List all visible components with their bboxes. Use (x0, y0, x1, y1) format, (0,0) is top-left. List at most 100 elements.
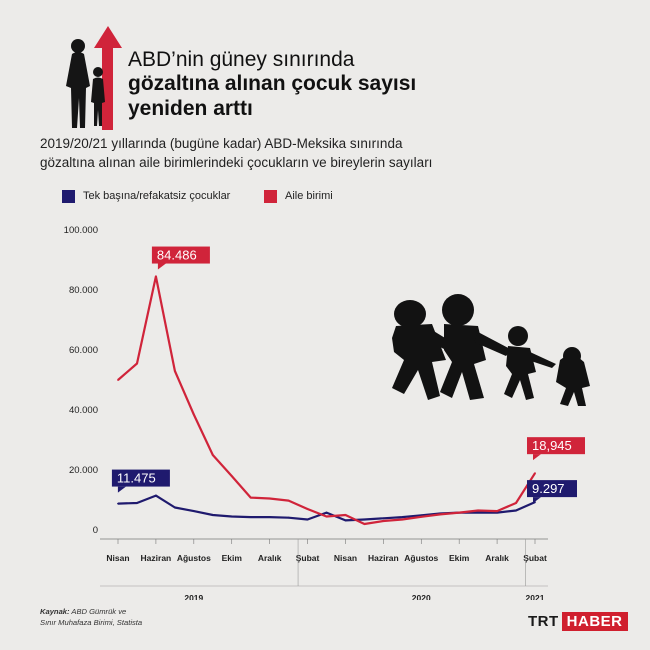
data-label-box (111, 469, 170, 487)
y-tick-label: 0 (93, 525, 98, 536)
x-tick-label: Ağustos (404, 553, 438, 563)
arrow-up-icon (94, 26, 122, 130)
data-point-family (344, 514, 347, 516)
data-label-box (527, 480, 577, 498)
page-title-line2: gözaltına alınan çocuk sayısı (128, 72, 417, 95)
chart-series (117, 275, 536, 526)
data-point-unaccompanied (344, 519, 347, 522)
data-point-unaccompanied (477, 511, 480, 514)
data-label-unaccompanied: 11.475 (111, 469, 170, 493)
data-point-unaccompanied (173, 506, 176, 509)
data-label-text: 18,945 (532, 438, 572, 453)
data-point-family (287, 499, 290, 502)
data-point-unaccompanied (401, 516, 404, 518)
year-label: 2020 (412, 593, 431, 600)
brand-logo: TRT HABER (528, 612, 628, 631)
data-label-text: 11.475 (117, 471, 156, 486)
data-point-family (136, 362, 138, 365)
running-family-silhouette-icon (392, 294, 590, 406)
source-label: Kaynak: (40, 607, 70, 616)
data-point-unaccompanied (211, 514, 214, 516)
data-label-text: 84.486 (157, 248, 197, 263)
data-point-family (117, 379, 119, 381)
data-point-unaccompanied (230, 515, 233, 518)
y-tick-label: 100.000 (64, 225, 98, 236)
source-note: Kaynak: ABD Gümrük ve Sınır Muhafaza Bir… (40, 606, 142, 628)
data-point-family (192, 413, 195, 416)
data-point-unaccompanied (306, 518, 309, 521)
brand-haber: HABER (561, 612, 628, 631)
subtitle-line2: gözaltına alınan aile birimlerindeki çoc… (40, 155, 433, 170)
data-point-family (515, 502, 517, 504)
data-point-unaccompanied (155, 494, 157, 497)
running-child-silhouette-1 (504, 326, 556, 400)
x-tick-label: Ağustos (177, 553, 211, 563)
x-tick-label: Ekim (222, 553, 243, 563)
data-point-family (496, 510, 498, 512)
year-label: 2019 (184, 593, 203, 600)
legend-swatch-family (264, 189, 277, 203)
x-tick-label: Aralık (258, 553, 282, 563)
header-illustration (66, 26, 122, 130)
data-label-family: 84.486 (151, 246, 210, 270)
data-point-family (363, 523, 366, 525)
legend-swatch-unaccompanied (62, 189, 75, 203)
data-point-unaccompanied (363, 518, 366, 521)
x-tick-label: Nisan (106, 553, 129, 563)
data-point-family (230, 475, 233, 477)
data-point-family (268, 497, 271, 500)
data-label-pointer (533, 497, 541, 504)
x-tick-label: Haziran (141, 553, 172, 563)
source-line2: Sınır Muhafaza Birimi, Statista (40, 618, 143, 627)
data-label-text: 9.297 (532, 481, 565, 496)
data-label-family: 18,945 (527, 437, 585, 461)
data-point-family (534, 472, 536, 475)
y-tick-label: 80.000 (69, 285, 98, 296)
data-point-unaccompanied (192, 510, 195, 512)
brand-trt: TRT (528, 613, 559, 630)
data-point-unaccompanied (117, 502, 119, 505)
y-tick-label: 20.000 (69, 465, 98, 476)
line-chart: 0 20.000 40.000 60.000 80.000 100.000 Nisan Haz… (64, 225, 590, 600)
data-label-pointer (533, 454, 541, 461)
y-tick-label: 60.000 (69, 345, 98, 356)
running-child-silhouette-2 (556, 347, 590, 406)
year-label: 2021 (526, 593, 545, 600)
data-point-family (458, 511, 461, 514)
legend-label-family: Aile birimi (285, 190, 333, 202)
data-label-box (527, 437, 585, 455)
x-tick-label: Nisan (334, 553, 357, 563)
data-point-family (477, 509, 480, 512)
page-title-line1: ABD’nin güney sınırında (128, 48, 355, 71)
data-point-unaccompanied (249, 516, 252, 518)
x-tick-label: Haziran (368, 553, 399, 563)
data-point-family (401, 518, 404, 521)
data-point-family (382, 520, 385, 522)
x-tick-label: Şubat (523, 553, 547, 563)
data-point-family (306, 508, 309, 510)
x-tick-label: Şubat (296, 553, 320, 563)
data-point-unaccompanied (136, 502, 138, 504)
source-line1: ABD Gümrük ve (71, 607, 127, 616)
subtitle-line1: 2019/20/21 yıllarında (bugüne kadar) ABD… (40, 136, 403, 151)
data-point-family (420, 515, 423, 518)
data-label-unaccompanied: 9.297 (527, 480, 577, 504)
data-point-family (173, 370, 176, 372)
x-tick-label: Aralık (485, 553, 509, 563)
data-point-family (249, 496, 252, 499)
running-adult-silhouette-2 (440, 294, 512, 400)
data-point-family (211, 454, 214, 456)
chart-data-labels: 84.486 11.475 18,945 9.297 (111, 246, 585, 504)
mother-child-silhouette-icon (66, 39, 105, 128)
data-point-unaccompanied (382, 517, 385, 520)
data-point-family (155, 275, 157, 278)
data-label-pointer (117, 486, 126, 493)
chart-axes: 0 20.000 40.000 60.000 80.000 100.000 Nisan Haz… (64, 225, 548, 600)
x-tick-label: Ekim (449, 553, 470, 563)
data-label-box (151, 246, 210, 264)
data-point-unaccompanied (515, 509, 517, 512)
legend-item-family: Aile birimi (264, 186, 333, 206)
data-point-family (325, 515, 328, 518)
data-point-unaccompanied (325, 511, 328, 514)
y-tick-label: 40.000 (69, 405, 98, 416)
